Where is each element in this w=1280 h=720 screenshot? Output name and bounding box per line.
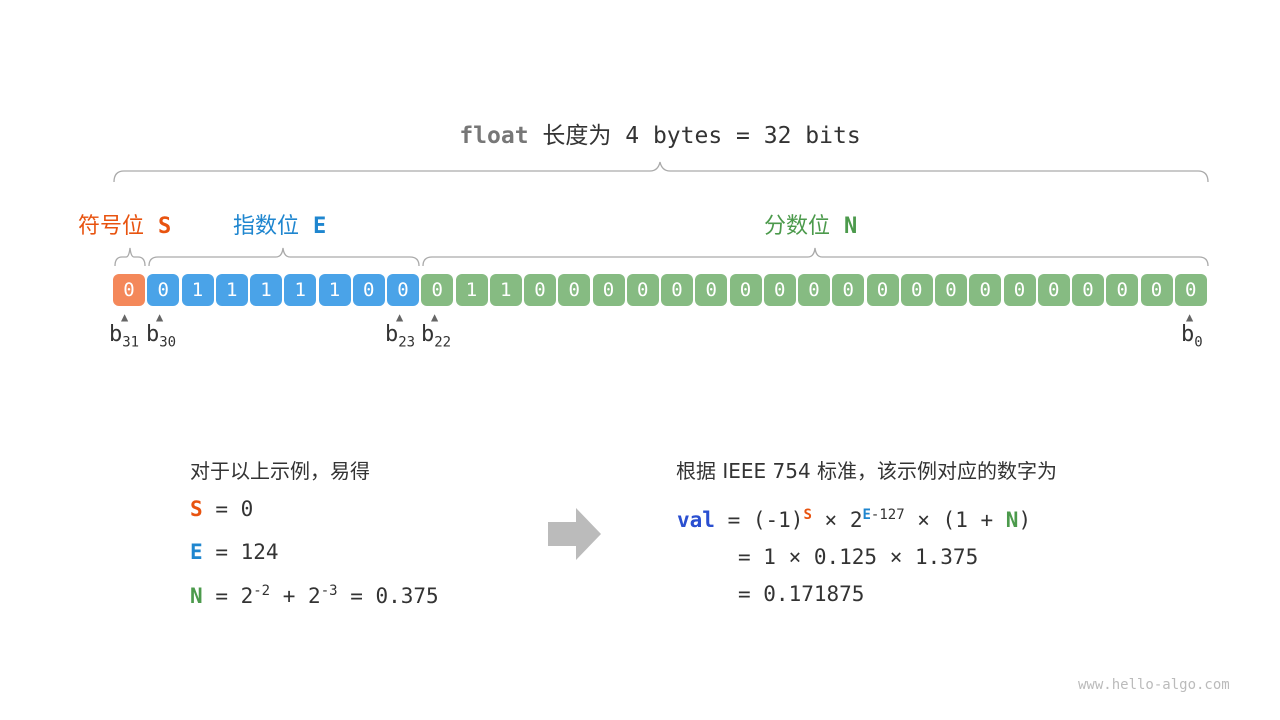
l1-erest: -127: [870, 507, 905, 523]
bit-cell-fraction: 0: [1003, 274, 1036, 306]
bit-cell-sign: 0: [113, 274, 145, 306]
b23-base: b: [385, 322, 399, 347]
e-value: = 124: [215, 540, 279, 564]
b0-sub: 0: [1194, 334, 1203, 351]
s-symbol: S: [190, 497, 203, 521]
left-heading: 对于以上示例，易得: [190, 459, 370, 483]
title-text: 长度为 4 bytes = 32 bits: [542, 123, 861, 149]
l1-n: N: [1005, 508, 1019, 532]
l1-s: S: [803, 507, 812, 523]
val-line3: = 0.171875: [738, 582, 865, 606]
bit-cell-exponent: 0: [352, 274, 385, 306]
l1-a: = (-1): [727, 508, 804, 532]
bit-cell-fraction: 0: [763, 274, 796, 306]
title: float 长度为 4 bytes = 32 bits: [20, 116, 1280, 150]
bit-cell-fraction: 0: [1106, 274, 1139, 306]
bit-cell-exponent: 1: [250, 274, 282, 306]
bit-cell-fraction: 1: [455, 274, 488, 306]
fraction-label: 分数位 N: [764, 208, 857, 240]
bit-cell-exponent: 1: [215, 274, 248, 306]
bit-cell-fraction: 0: [900, 274, 933, 306]
label-b22: b22: [421, 322, 451, 350]
fraction-label-text: 分数位: [764, 214, 831, 239]
label-b0: b0: [1181, 322, 1203, 350]
total-brace: [113, 161, 1209, 183]
bit-cell-exponent: 0: [387, 274, 419, 306]
val-keyword: val: [677, 508, 715, 532]
sign-brace: [114, 247, 146, 267]
e-equation: E = 124: [190, 540, 279, 564]
b30-sub: 30: [159, 334, 177, 351]
sign-label-text: 符号位: [78, 214, 145, 239]
bit-cell-fraction: 0: [969, 274, 1002, 306]
b30-base: b: [146, 322, 160, 347]
exponent-label: 指数位 E: [233, 208, 326, 240]
bit-cell-fraction: 0: [661, 274, 693, 306]
exponent-brace: [148, 247, 420, 267]
sign-symbol: S: [158, 214, 172, 239]
bit-cell-fraction: 0: [729, 274, 762, 306]
watermark: www.hello-algo.com: [1078, 677, 1230, 693]
label-b30: b30: [146, 322, 176, 350]
label-b31: b31: [109, 322, 139, 350]
bit-cell-fraction: 0: [626, 274, 659, 306]
arrow-icon: ▲: [121, 310, 129, 324]
s-value: = 0: [215, 497, 254, 521]
s-equation: S = 0: [190, 497, 253, 521]
bit-cell-fraction: 0: [1072, 274, 1104, 306]
bit-cell-fraction: 0: [421, 274, 454, 306]
b22-sub: 22: [434, 334, 452, 351]
bit-cell-fraction: 0: [1174, 274, 1207, 306]
n-symbol: N: [190, 584, 203, 608]
n-equation: N = 2-2 + 2-3 = 0.375: [190, 583, 439, 608]
bit-cell-fraction: 0: [1140, 274, 1173, 306]
bit-cell-fraction: 0: [1037, 274, 1070, 306]
title-keyword: float: [459, 123, 529, 149]
bit-cell-fraction: 0: [798, 274, 830, 306]
n-plus: + 2: [270, 584, 321, 608]
bit-cell-fraction: 0: [558, 274, 591, 306]
l1-e: E: [862, 507, 871, 523]
val-line2: = 1 × 0.125 × 1.375: [738, 545, 979, 569]
bit-cell-exponent: 1: [318, 274, 351, 306]
right-arrow-icon: [548, 508, 601, 560]
b22-base: b: [421, 322, 435, 347]
arrow-icon: ▲: [431, 310, 439, 324]
l1-c: × (1 +: [904, 508, 1006, 532]
fraction-symbol: N: [844, 214, 858, 239]
bit-cell-fraction: 0: [695, 274, 728, 306]
l1-b: × 2: [811, 508, 863, 532]
braces: [113, 161, 1209, 267]
bit-cell-exponent: 0: [147, 274, 180, 306]
bit-cell-exponent: 1: [181, 274, 214, 306]
n-eq: = 2: [215, 584, 254, 608]
bit-cell-fraction: 0: [935, 274, 967, 306]
bit-cell-exponent: 1: [284, 274, 317, 306]
b31-base: b: [109, 322, 123, 347]
arrow-icon: ▲: [396, 310, 404, 324]
exponent-label-text: 指数位: [233, 214, 300, 239]
label-b23: b23: [385, 322, 415, 350]
bit-cell-fraction: 0: [832, 274, 865, 306]
fraction-brace: [422, 247, 1209, 267]
bit-cell-fraction: 1: [489, 274, 522, 306]
n-exp1: -2: [253, 583, 271, 599]
e-symbol: E: [190, 540, 203, 564]
arrow-icon: ▲: [156, 310, 164, 324]
b23-sub: 23: [398, 334, 416, 351]
bit-cell-fraction: 0: [524, 274, 556, 306]
n-result: = 0.375: [337, 584, 439, 608]
right-heading: 根据 IEEE 754 标准，该示例对应的数字为: [676, 459, 1058, 483]
bit-cell-fraction: 0: [592, 274, 625, 306]
l1-d: ): [1018, 508, 1032, 532]
val-line1: val = (-1)S × 2E-127 × (1 + N): [677, 507, 1031, 532]
arrow-icon: ▲: [1186, 310, 1194, 324]
b31-sub: 31: [122, 334, 140, 351]
n-exp2: -3: [320, 583, 338, 599]
sign-label: 符号位 S: [78, 208, 171, 240]
exponent-symbol: E: [313, 214, 327, 239]
b0-base: b: [1181, 322, 1195, 347]
bit-cell-fraction: 0: [866, 274, 899, 306]
